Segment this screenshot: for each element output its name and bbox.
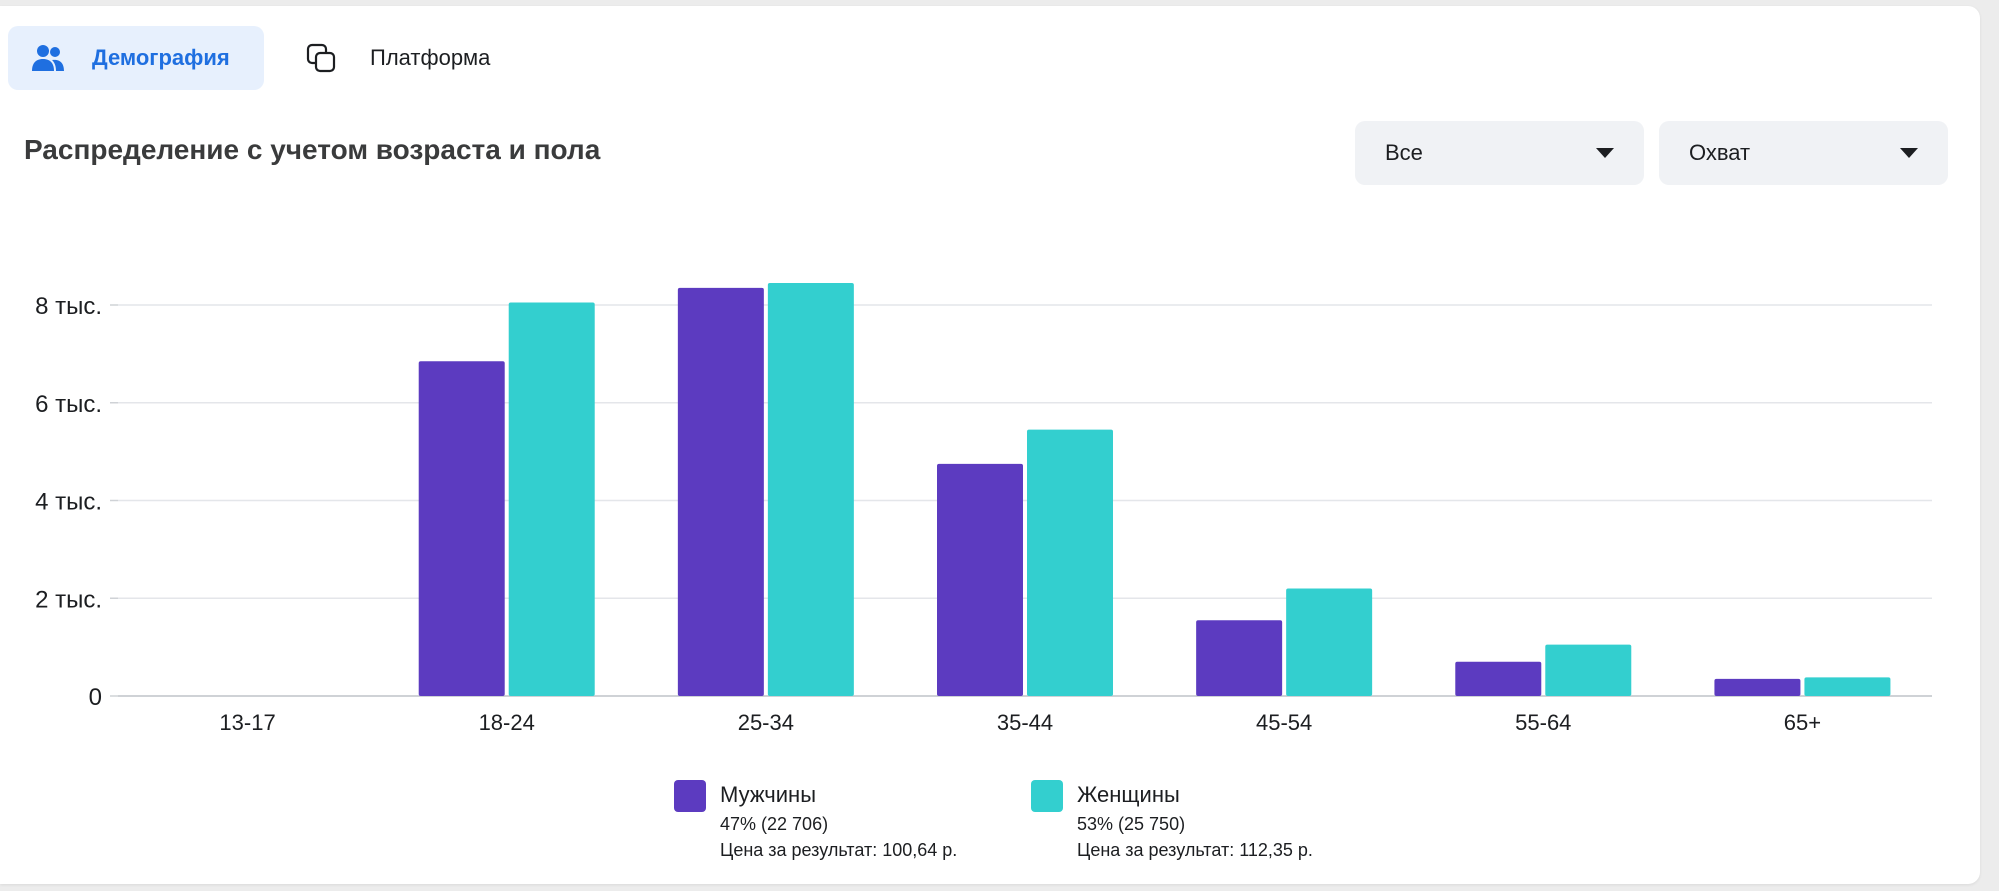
y-tick-label: 8 тыс. [35,293,102,320]
legend-name-male: Мужчины [720,782,817,807]
bar-male-35-44[interactable] [937,463,1023,696]
bar-female-25-34[interactable] [767,283,854,696]
audience-select-value: Все [1385,140,1423,165]
metric-select-value: Охват [1689,140,1751,165]
bar-male-65+[interactable] [1714,678,1801,696]
caret-down-icon [1596,148,1614,158]
platform-icon [306,41,340,75]
y-tick-label: 6 тыс. [35,391,102,418]
y-tick-label: 0 [89,684,102,711]
legend-share-male: 47% (22 706) [720,814,829,834]
people-icon [32,41,66,75]
chart-title: Распределение с учетом возраста и пола [24,134,601,165]
x-tick-label: 65+ [1784,710,1821,735]
legend-share-female: 53% (25 750) [1077,814,1186,834]
tab-platform[interactable]: Платформа [296,26,526,90]
bar-male-45-54[interactable] [1196,620,1283,696]
age-gender-bar-chart: 0 2 тыс. 4 тыс. 6 тыс. 8 тыс. 13-17 18-24 25-34… [35,283,1932,735]
bar-female-65+[interactable] [1804,677,1891,696]
y-tick-label: 2 тыс. [35,586,102,613]
bar-male-25-34[interactable] [677,287,764,696]
x-tick-label: 25-34 [738,710,794,735]
demographics-card: Демография Платформа Распределение с уче… [0,6,1980,884]
metric-select[interactable]: Охват [1659,121,1948,185]
legend-swatch-male [674,780,706,812]
x-tick-label: 55-64 [1515,710,1571,735]
legend-cost-female: Цена за результат: 112,35 р. [1077,840,1313,860]
legend-swatch-female [1031,780,1063,812]
y-tick-label: 4 тыс. [35,489,102,516]
bar-male-55-64[interactable] [1455,661,1542,696]
legend-cost-male: Цена за результат: 100,64 р. [720,840,958,860]
bar-female-55-64[interactable] [1545,644,1632,696]
legend-name-female: Женщины [1077,782,1180,807]
bar-male-18-24[interactable] [418,361,505,696]
bar-female-35-44[interactable] [1027,429,1113,696]
x-tick-label: 18-24 [479,710,535,735]
audience-select[interactable]: Все [1355,121,1644,185]
bar-female-18-24[interactable] [508,302,595,696]
x-tick-label: 45-54 [1256,710,1312,735]
x-tick-label: 13-17 [219,710,275,735]
x-tick-label: 35-44 [997,710,1053,735]
bar-female-45-54[interactable] [1286,588,1373,696]
caret-down-icon [1900,148,1918,158]
tab-demographics[interactable]: Демография [8,26,264,90]
tab-platform-label: Платформа [370,45,491,70]
tab-demographics-label: Демография [92,45,230,70]
